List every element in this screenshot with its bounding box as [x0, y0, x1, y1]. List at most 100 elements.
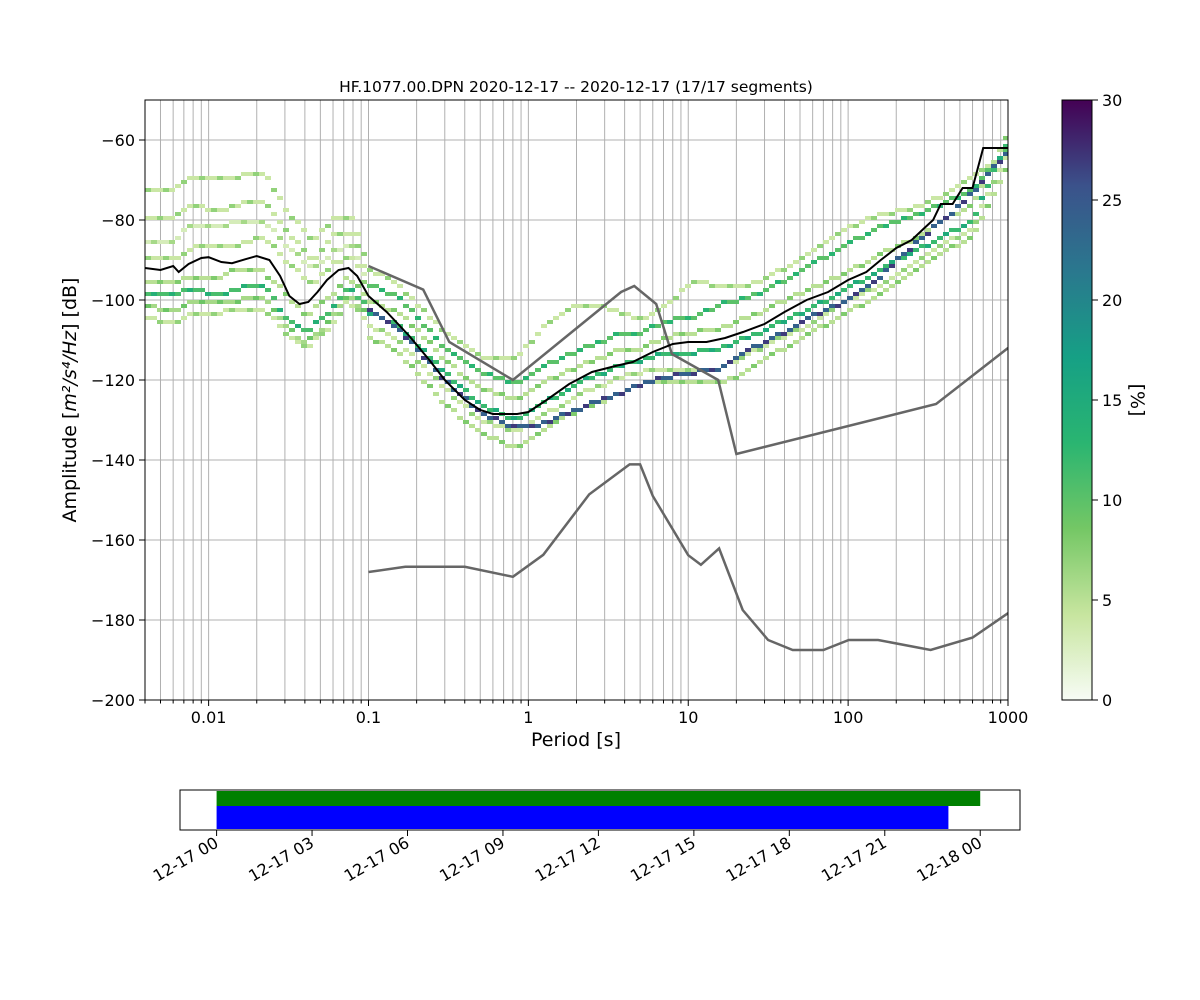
density-cell: [553, 360, 559, 364]
density-cell: [601, 400, 607, 404]
density-cell: [679, 380, 685, 384]
density-cell: [541, 364, 547, 368]
density-cell: [841, 244, 847, 248]
density-cell: [373, 312, 379, 316]
density-cell: [211, 208, 217, 212]
density-cell: [817, 256, 823, 260]
density-cell: [589, 388, 595, 392]
density-cell: [967, 220, 973, 224]
timeline-tick-label: 12-17 06: [341, 833, 413, 885]
density-cell: [259, 268, 265, 272]
density-cell: [157, 292, 163, 296]
density-cell: [253, 172, 259, 176]
density-cell: [979, 180, 985, 184]
density-cell: [745, 352, 751, 356]
y-axis-label: Amplitude [m²/s⁴/Hz] [dB]: [59, 278, 81, 523]
density-cell: [439, 400, 445, 404]
density-cell: [793, 260, 799, 264]
density-cell: [727, 376, 733, 380]
density-cell: [349, 216, 355, 220]
density-cell: [745, 348, 751, 352]
density-cell: [817, 324, 823, 328]
density-cell: [205, 224, 211, 228]
density-cell: [517, 428, 523, 432]
density-cell: [511, 416, 517, 420]
density-cell: [349, 280, 355, 284]
density-cell: [691, 316, 697, 320]
density-cell: [271, 280, 277, 284]
density-cell: [901, 216, 907, 220]
density-cell: [913, 268, 919, 272]
density-cell: [757, 312, 763, 316]
density-cell: [853, 264, 859, 268]
density-cell: [295, 304, 301, 308]
density-cell: [925, 232, 931, 236]
density-cell: [319, 328, 325, 332]
density-cell: [439, 356, 445, 360]
x-tick-label: 0.01: [191, 708, 227, 727]
density-cell: [475, 368, 481, 372]
density-cell: [205, 300, 211, 304]
density-cell: [259, 220, 265, 224]
density-cell: [487, 356, 493, 360]
density-cell: [961, 192, 967, 196]
density-cell: [469, 380, 475, 384]
density-cell: [241, 308, 247, 312]
density-cell: [151, 216, 157, 220]
density-cell: [175, 212, 181, 216]
density-cell: [193, 224, 199, 228]
density-cell: [217, 276, 223, 280]
density-cell: [313, 320, 319, 324]
density-cell: [643, 328, 649, 332]
density-cell: [517, 396, 523, 400]
density-cell: [415, 304, 421, 308]
density-cell: [169, 240, 175, 244]
colorbar-tick-label: 5: [1102, 591, 1112, 610]
density-cell: [607, 336, 613, 340]
density-cell: [643, 368, 649, 372]
density-cell: [859, 280, 865, 284]
density-cell: [343, 276, 349, 280]
density-cell: [517, 424, 523, 428]
density-cell: [211, 276, 217, 280]
density-cell: [949, 236, 955, 240]
density-cell: [991, 164, 997, 168]
density-cell: [175, 256, 181, 260]
density-cell: [475, 384, 481, 388]
density-cell: [349, 304, 355, 308]
density-cell: [619, 392, 625, 396]
density-cell: [169, 188, 175, 192]
density-cell: [313, 256, 319, 260]
density-cell: [571, 412, 577, 416]
density-cell: [925, 200, 931, 204]
density-cell: [199, 224, 205, 228]
density-cell: [151, 292, 157, 296]
density-cell: [613, 348, 619, 352]
density-cell: [241, 268, 247, 272]
density-cell: [295, 240, 301, 244]
density-cell: [523, 344, 529, 348]
density-cell: [673, 332, 679, 336]
density-cell: [265, 288, 271, 292]
density-cell: [211, 300, 217, 304]
density-cell: [937, 252, 943, 256]
timeline-tick-label: 12-17 00: [150, 833, 222, 885]
density-cell: [943, 232, 949, 236]
density-cell: [697, 280, 703, 284]
density-cell: [475, 408, 481, 412]
density-cell: [271, 316, 277, 320]
density-cell: [919, 256, 925, 260]
density-cell: [835, 304, 841, 308]
density-cell: [523, 424, 529, 428]
density-cell: [625, 332, 631, 336]
density-cell: [727, 360, 733, 364]
density-cell: [997, 156, 1003, 160]
density-cell: [733, 376, 739, 380]
density-cell: [295, 252, 301, 256]
density-cell: [589, 360, 595, 364]
density-cell: [685, 352, 691, 356]
density-cell: [841, 272, 847, 276]
density-cell: [505, 380, 511, 384]
density-cell: [517, 444, 523, 448]
density-cell: [439, 344, 445, 348]
